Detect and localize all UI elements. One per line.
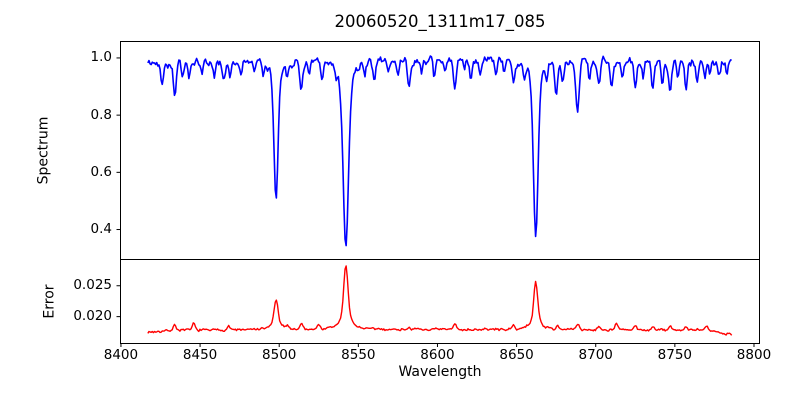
spectrum-y-tick-label: 1.0 (90, 49, 112, 66)
x-tick-label: 8600 (420, 347, 455, 363)
x-tick-label: 8550 (341, 347, 376, 363)
x-tick-label: 8800 (736, 347, 772, 363)
x-tick-label: 8500 (262, 347, 297, 363)
error-panel-spine (120, 259, 760, 344)
x-tick-label: 8750 (657, 347, 693, 363)
error-y-tick-label: 0.025 (73, 277, 112, 294)
spectrum-y-tick-label: 0.6 (90, 163, 112, 180)
chart-title: 20060520_1311m17_085 (334, 12, 546, 31)
spectrum-y-tick-label: 0.8 (90, 106, 112, 123)
x-tick-label: 8450 (182, 347, 218, 363)
spectrum-line (147, 55, 732, 247)
error-y-tick-label: 0.020 (73, 308, 112, 325)
x-tick-label: 8400 (103, 347, 139, 363)
x-tick-label: 8700 (578, 347, 613, 363)
error-line (147, 265, 733, 336)
x-tick-label: 8650 (499, 347, 534, 363)
x-axis-label: Wavelength (398, 364, 482, 380)
spectrum-y-tick-label: 0.4 (90, 221, 112, 238)
